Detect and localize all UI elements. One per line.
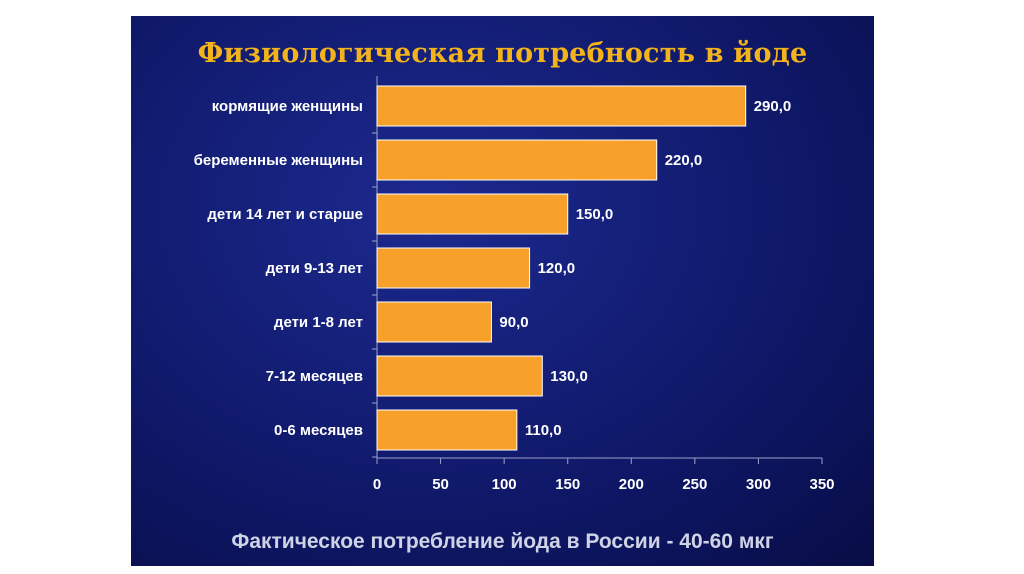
bar	[376, 139, 658, 181]
footer-note: Фактическое потребление йода в России - …	[231, 530, 774, 553]
bar	[376, 247, 531, 289]
x-tick-label: 350	[809, 476, 834, 493]
x-tick-label: 100	[492, 476, 517, 493]
bar	[376, 85, 747, 127]
x-tick-label: 150	[555, 476, 580, 493]
bar	[376, 193, 569, 235]
value-label: 130,0	[550, 368, 588, 385]
value-label: 110,0	[525, 422, 562, 439]
slide-title: Физиологическая потребность в йоде	[197, 38, 808, 69]
value-label: 120,0	[538, 260, 576, 277]
category-label: дети 9-13 лет	[266, 260, 363, 277]
x-tick-label: 0	[373, 476, 381, 493]
x-tick-label: 300	[746, 476, 771, 493]
category-label: беременные женщины	[194, 152, 363, 169]
x-tick-label: 200	[619, 476, 644, 493]
bar	[376, 355, 543, 397]
value-label: 150,0	[576, 206, 614, 223]
bar	[376, 301, 492, 343]
value-label: 220,0	[665, 152, 703, 169]
category-label: 0-6 месяцев	[274, 422, 363, 439]
x-tick-label: 50	[432, 476, 449, 493]
slide: Физиологическая потребность в йоде кормя…	[131, 16, 874, 566]
bar-chart: кормящие женщины 290,0 беременные женщины 2…	[194, 76, 835, 493]
x-tick-label: 250	[682, 476, 707, 493]
bar	[376, 409, 518, 451]
value-label: 290,0	[754, 98, 792, 115]
category-label: кормящие женщины	[212, 98, 363, 115]
category-label: дети 14 лет и старше	[207, 206, 363, 223]
category-label: 7-12 месяцев	[266, 368, 363, 385]
value-label: 90,0	[499, 314, 528, 331]
category-label: дети 1-8 лет	[274, 314, 363, 331]
